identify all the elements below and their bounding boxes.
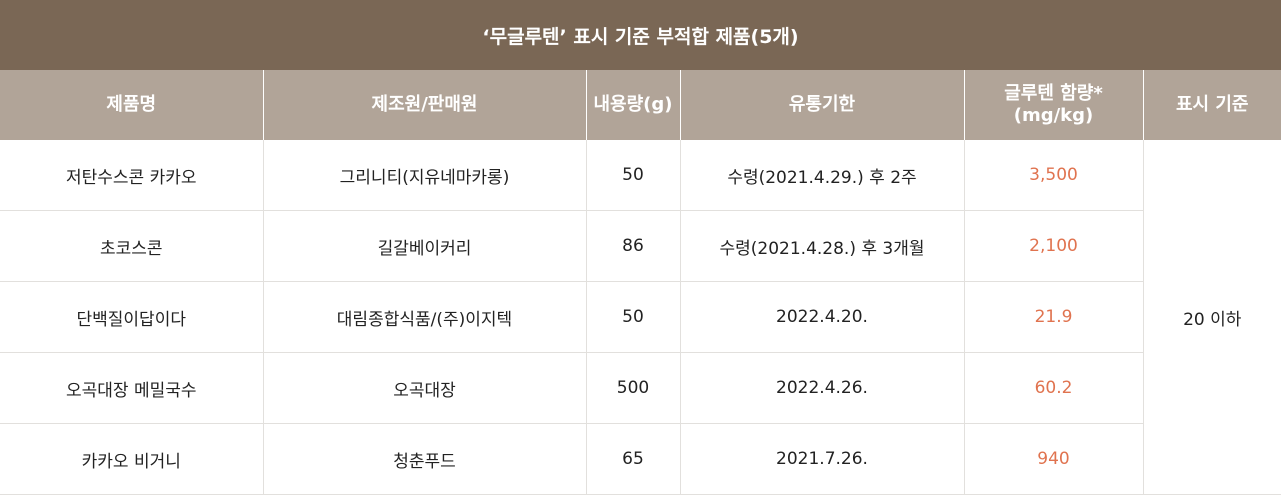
- product-name: 오곡대장 메밀국수: [0, 352, 263, 424]
- expiry-value: 수령(2021.4.29.) 후 2주: [679, 140, 964, 211]
- header-row: 제품명 제조원/판매원 내용량(g) 유통기한 글루텐 함량* (mg/kg) …: [0, 70, 1281, 140]
- gluten-value: 3,500: [963, 140, 1143, 211]
- gluten-value: 60.2: [963, 352, 1143, 424]
- header-gluten-unit: (mg/kg): [1013, 105, 1094, 126]
- maker-name: 청춘푸드: [262, 423, 586, 495]
- product-name: 저탄수스콘 카카오: [0, 140, 263, 211]
- gluten-value: 2,100: [963, 210, 1143, 282]
- header-gluten-label: 글루텐 함량*: [1004, 83, 1103, 104]
- table-row: 단백질이답이다 대림종합식품/(주)이지텍 50 2022.4.20. 21.9: [0, 281, 1281, 353]
- header-gluten: 글루텐 함량* (mg/kg): [963, 70, 1143, 140]
- header-expiry: 유통기한: [679, 70, 964, 140]
- maker-name: 그리니티(지유네마카롱): [262, 140, 586, 211]
- volume-value: 65: [585, 423, 680, 495]
- volume-value: 86: [585, 210, 680, 282]
- volume-value: 50: [585, 281, 680, 353]
- header-maker: 제조원/판매원: [262, 70, 586, 140]
- gluten-value: 940: [963, 423, 1143, 495]
- expiry-value: 2022.4.20.: [679, 281, 964, 353]
- product-name: 초코스콘: [0, 210, 263, 282]
- maker-name: 대림종합식품/(주)이지텍: [262, 281, 586, 353]
- table-row: 초코스콘 길갈베이커리 86 수령(2021.4.28.) 후 3개월 2,10…: [0, 210, 1281, 282]
- table-row: 카카오 비거니 청춘푸드 65 2021.7.26. 940: [0, 423, 1281, 495]
- gluten-value: 21.9: [963, 281, 1143, 353]
- table-row: 오곡대장 메밀국수 오곡대장 500 2022.4.26. 60.2: [0, 352, 1281, 424]
- expiry-value: 2021.7.26.: [679, 423, 964, 495]
- table-title: ‘무글루텐’ 표시 기준 부적합 제품(5개): [0, 0, 1281, 70]
- header-product: 제품명: [0, 70, 263, 140]
- table-row: 저탄수스콘 카카오 그리니티(지유네마카롱) 50 수령(2021.4.29.)…: [0, 140, 1281, 495]
- volume-value: 500: [585, 352, 680, 424]
- header-standard: 표시 기준: [1142, 70, 1281, 140]
- maker-name: 길갈베이커리: [262, 210, 586, 282]
- product-name: 단백질이답이다: [0, 281, 263, 353]
- expiry-value: 2022.4.26.: [679, 352, 964, 424]
- product-name: 카카오 비거니: [0, 423, 263, 495]
- noncompliant-products-table: 제품명 제조원/판매원 내용량(g) 유통기한 글루텐 함량* (mg/kg) …: [0, 70, 1281, 495]
- header-volume: 내용량(g): [585, 70, 680, 140]
- standard-value: 20 이하: [1142, 140, 1281, 495]
- expiry-value: 수령(2021.4.28.) 후 3개월: [679, 210, 964, 282]
- maker-name: 오곡대장: [262, 352, 586, 424]
- volume-value: 50: [585, 140, 680, 211]
